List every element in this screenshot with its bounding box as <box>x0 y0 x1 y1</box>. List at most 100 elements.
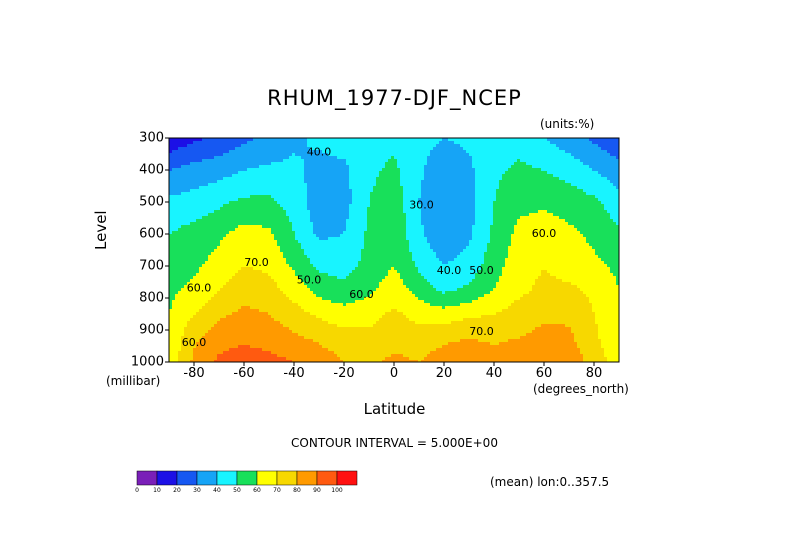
contour-cell <box>589 141 593 145</box>
contour-cell <box>487 225 491 229</box>
contour-cell <box>253 189 257 193</box>
contour-cell <box>547 174 551 178</box>
contour-cell <box>271 165 275 169</box>
contour-cell <box>343 189 347 193</box>
contour-cell <box>367 225 371 229</box>
contour-cell <box>457 186 461 190</box>
contour-cell <box>286 216 290 220</box>
contour-cell <box>424 195 428 199</box>
contour-cell <box>310 147 314 151</box>
contour-cell <box>208 174 212 178</box>
contour-cell <box>229 204 233 208</box>
contour-cell <box>346 234 350 238</box>
contour-cell <box>352 192 356 196</box>
contour-cell <box>394 183 398 187</box>
contour-cell <box>247 153 251 157</box>
contour-cell <box>415 219 419 223</box>
contour-cell <box>229 150 233 154</box>
contour-cell <box>286 174 290 178</box>
contour-cell <box>430 165 434 169</box>
contour-cell <box>229 219 233 223</box>
contour-cell <box>256 207 260 211</box>
contour-cell <box>553 228 557 232</box>
contour-cell <box>382 180 386 184</box>
contour-cell <box>502 195 506 199</box>
contour-cell <box>562 207 566 211</box>
contour-cell <box>448 222 452 226</box>
contour-cell <box>610 168 614 172</box>
contour-cell <box>169 195 173 199</box>
contour-cell <box>223 156 227 160</box>
contour-cell <box>295 165 299 169</box>
contour-cell <box>421 204 425 208</box>
contour-cell <box>478 153 482 157</box>
contour-cell <box>301 195 305 199</box>
y-tick-label: 800 <box>139 290 164 306</box>
contour-cell <box>517 192 521 196</box>
contour-cell <box>205 177 209 181</box>
contour-cell <box>463 156 467 160</box>
contour-cell <box>517 198 521 202</box>
contour-cell <box>223 210 227 214</box>
contour-cell <box>298 159 302 163</box>
contour-cell <box>418 219 422 223</box>
contour-cell <box>223 174 227 178</box>
contour-cell <box>271 138 275 142</box>
contour-cell <box>223 216 227 220</box>
contour-cell <box>220 201 224 205</box>
contour-cell <box>478 168 482 172</box>
contour-cell <box>394 234 398 238</box>
contour-cell <box>181 138 185 142</box>
x-tick-label: -20 <box>333 366 355 381</box>
contour-cell <box>415 177 419 181</box>
contour-cell <box>175 186 179 190</box>
chart-title: RHUM_1977-DJF_NCEP <box>267 86 522 110</box>
contour-cell <box>238 138 242 142</box>
contour-cell <box>604 147 608 151</box>
contour-cell <box>478 207 482 211</box>
contour-cell <box>499 225 503 229</box>
contour-cell <box>574 162 578 166</box>
contour-cell <box>547 219 551 223</box>
contour-cell <box>307 162 311 166</box>
contour-cell <box>394 156 398 160</box>
contour-cell <box>271 168 275 172</box>
contour-cell <box>358 150 362 154</box>
contour-cell <box>550 171 554 175</box>
contour-cell <box>610 219 614 223</box>
contour-cell <box>409 195 413 199</box>
contour-cell <box>304 147 308 151</box>
contour-cell <box>508 201 512 205</box>
contour-cell <box>187 228 191 232</box>
contour-cell <box>385 186 389 190</box>
contour-cell <box>481 207 485 211</box>
contour-cell <box>415 216 419 220</box>
contour-cell <box>373 156 377 160</box>
contour-cell <box>487 189 491 193</box>
contour-cell <box>382 144 386 148</box>
contour-cell <box>598 183 602 187</box>
contour-cell <box>190 159 194 163</box>
contour-cell <box>559 138 563 142</box>
contour-cell <box>484 201 488 205</box>
contour-cell <box>607 177 611 181</box>
contour-cell <box>331 198 335 202</box>
contour-cell <box>328 234 332 238</box>
contour-cell <box>169 201 173 205</box>
contour-cell <box>208 210 212 214</box>
contour-cell <box>448 168 452 172</box>
contour-cell <box>175 225 179 229</box>
contour-cell <box>442 174 446 178</box>
contour-cell <box>526 168 530 172</box>
contour-cell <box>553 141 557 145</box>
contour-cell <box>496 168 500 172</box>
contour-cell <box>322 189 326 193</box>
contour-cell <box>532 156 536 160</box>
contour-cell <box>517 195 521 199</box>
contour-cell <box>304 201 308 205</box>
contour-cell <box>529 198 533 202</box>
contour-cell <box>370 177 374 181</box>
contour-cell <box>259 180 263 184</box>
contour-cell <box>319 150 323 154</box>
contour-cell <box>394 165 398 169</box>
